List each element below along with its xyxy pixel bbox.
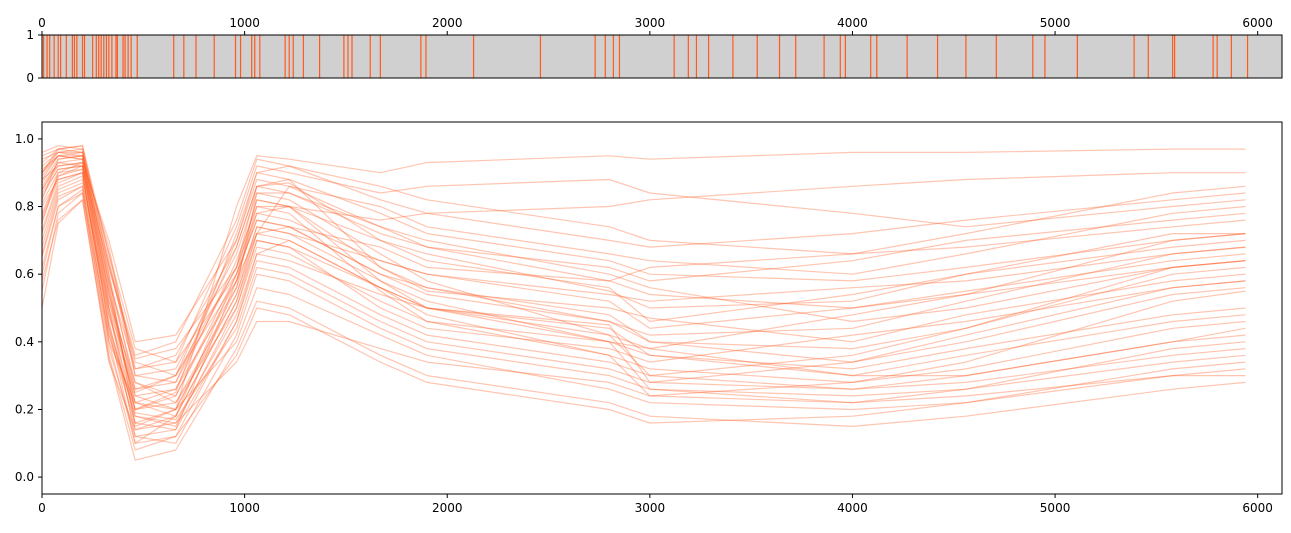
y-tick-label: 0.0 [15,470,34,484]
event-markers [43,35,1249,78]
event-strip-background [42,35,1282,78]
series-line [42,162,1246,343]
y-tick-label: 0.4 [15,335,34,349]
event-strip-panel: 0 1000 2000 3000 4000 5000 6000 01 [26,16,1283,85]
x-tick-label: 0 [38,501,46,515]
series-line [42,162,1246,411]
series-line [42,165,1246,424]
y-tick-label: 0.8 [15,200,34,214]
series-line [42,182,1246,397]
series-line [42,145,1246,377]
series-line [42,162,1246,370]
series-line [42,155,1246,390]
series-line [42,185,1246,411]
series-line [42,192,1246,411]
series-line [42,185,1246,431]
x-tick-label: 4000 [837,501,868,515]
series-line [42,199,1246,461]
series-line [42,189,1246,444]
x-tick-label: 3000 [635,16,666,30]
y-tick-label: 1.0 [15,132,34,146]
series-line [42,155,1246,438]
line-plot-panel: 0 1000 2000 3000 4000 5000 6000 0.00.20.40.60.… [15,121,1283,515]
series-line [42,175,1246,431]
x-tick-label: 4000 [837,16,868,30]
y-tick-label: 0 [26,71,34,85]
series-line [42,192,1246,451]
y-tick-label: 0.2 [15,402,34,416]
series-line [42,148,1246,404]
series-line [42,162,1246,427]
series-lines [42,145,1246,461]
series-line [42,151,1246,356]
event-strip-x-ticks: 0 1000 2000 3000 4000 5000 6000 [38,16,1273,35]
series-line [42,172,1246,444]
x-tick-label: 5000 [1040,16,1071,30]
series-line [42,199,1246,431]
series-line [42,168,1246,397]
series-line [42,168,1246,411]
x-tick-label: 1000 [229,501,260,515]
x-tick-label: 6000 [1242,16,1273,30]
series-line [42,155,1246,421]
line-plot-x-ticks: 0 1000 2000 3000 4000 5000 6000 [38,494,1273,515]
y-tick-label: 1 [26,28,34,42]
series-line [42,165,1246,377]
series-line [42,148,1246,370]
x-tick-label: 5000 [1040,501,1071,515]
series-line [42,165,1246,390]
series-line [42,145,1246,363]
x-tick-label: 2000 [432,16,463,30]
series-line [42,158,1246,411]
series-line [42,155,1246,404]
line-plot-frame [41,121,1283,495]
x-tick-label: 6000 [1242,501,1273,515]
series-line [42,151,1246,417]
event-strip-frame [41,34,1283,79]
series-line [42,148,1246,427]
series-line [42,172,1246,424]
line-plot-y-ticks: 0.0 0.2 0.4 0.6 0.8 1.0 [15,132,42,484]
series-line [42,172,1246,444]
x-tick-label: 3000 [635,501,666,515]
series-line [42,145,1246,360]
y-tick-label: 0.6 [15,267,34,281]
x-tick-label: 1000 [229,16,260,30]
series-line [42,178,1246,394]
x-tick-label: 0 [38,16,46,30]
series-line [42,155,1246,383]
event-strip-y-ticks: 01 [26,28,42,85]
x-tick-label: 2000 [432,501,463,515]
